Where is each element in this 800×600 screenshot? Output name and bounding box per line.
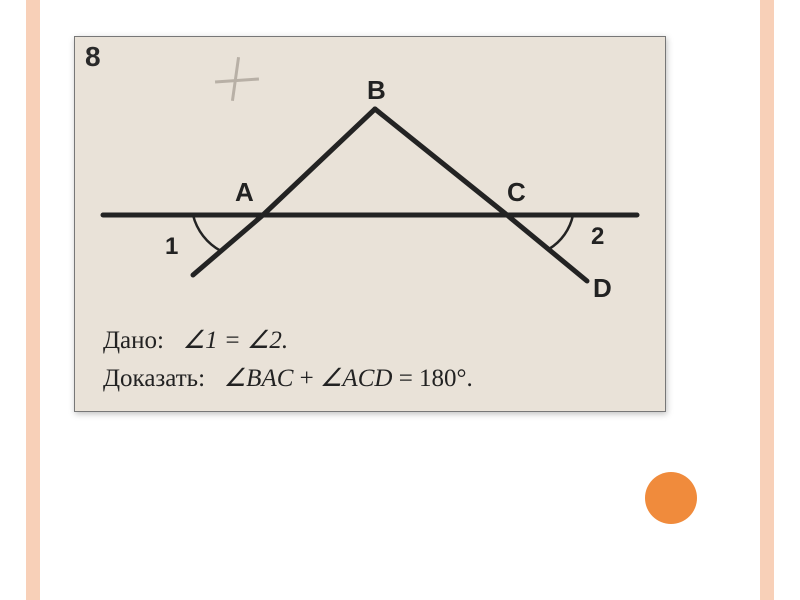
seg-ab <box>263 109 375 215</box>
arc-angle-2 <box>549 215 573 249</box>
given-label: Дано: <box>103 327 164 354</box>
label-2: 2 <box>591 223 604 251</box>
given-line: Дано: ∠1 = ∠2. <box>103 325 288 355</box>
problem-card: 8 A B C D 1 2 Дано: ∠1 = ∠2. Доказать: ∠… <box>74 36 666 412</box>
seg-below-a <box>193 215 263 275</box>
label-B: B <box>367 75 386 106</box>
prove-label: Доказать: <box>103 365 205 392</box>
prove-expr-2: ∠ACD <box>320 365 392 392</box>
arc-angle-1 <box>193 215 221 251</box>
label-C: C <box>507 177 526 208</box>
seg-cd <box>507 215 587 281</box>
label-D: D <box>593 273 612 304</box>
prove-plus: + <box>293 365 320 392</box>
decor-stripe-right <box>760 0 774 600</box>
prove-eq: = 180°. <box>392 365 472 392</box>
prove-expr-1: ∠BAC <box>224 365 294 392</box>
seg-bc <box>375 109 507 215</box>
given-expression: ∠1 = ∠2. <box>183 327 288 354</box>
label-A: A <box>235 177 254 208</box>
label-1: 1 <box>165 233 178 261</box>
orange-dot-decoration <box>645 472 697 524</box>
prove-line: Доказать: ∠BAC + ∠ACD = 180°. <box>103 363 473 393</box>
decor-stripe-left <box>26 0 40 600</box>
